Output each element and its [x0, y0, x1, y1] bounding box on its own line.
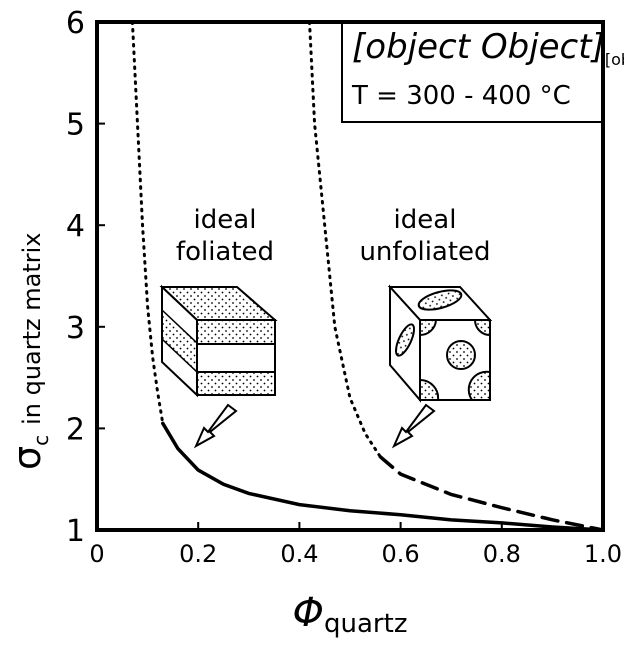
x-tick-label: 0.2 [179, 540, 217, 568]
y-axis-label: σc in quartz matrix [5, 233, 53, 471]
annotation: unfoliated [359, 237, 490, 267]
curve [161, 421, 605, 532]
y-tick-label: 6 [66, 6, 85, 41]
x-label-sub: quartz [324, 609, 407, 639]
y-tick-label: 4 [66, 209, 85, 244]
temperature-text: T = 300 - 400 °C [351, 81, 571, 111]
y-tick-label: 3 [66, 311, 85, 346]
curve [130, 20, 165, 425]
rate-part: [object Object] [605, 50, 624, 69]
x-tick-label: 1.0 [584, 540, 622, 568]
curve [378, 455, 605, 532]
arrow [193, 403, 238, 449]
plot-frame [95, 20, 605, 532]
x-tick-label: 0.6 [382, 540, 420, 568]
annotation: ideal [394, 205, 457, 235]
x-tick-label: 0.4 [280, 540, 318, 568]
x-label-symbol: Φ [293, 590, 324, 636]
y-label-rest: in quartz matrix [18, 233, 46, 425]
rate-text: [object Object][object Object][object Ob… [352, 27, 624, 69]
foliated-block [159, 284, 278, 398]
y-label-sub: c [29, 435, 53, 446]
y-label-symbol: σ [5, 446, 49, 470]
annotation: foliated [176, 237, 274, 267]
unfoliated-block [387, 284, 493, 403]
rate-part: [object Object] [352, 27, 605, 67]
x-axis-label: Φquartz [293, 590, 408, 639]
annotation: ideal [194, 205, 257, 235]
conditions-box [341, 21, 604, 123]
y-tick-label: 1 [66, 514, 85, 549]
x-tick-label: 0.8 [483, 540, 521, 568]
arrow [391, 403, 436, 449]
y-tick-label: 5 [66, 108, 85, 143]
x-tick-label: 0 [89, 540, 104, 568]
y-tick-label: 2 [66, 412, 85, 447]
